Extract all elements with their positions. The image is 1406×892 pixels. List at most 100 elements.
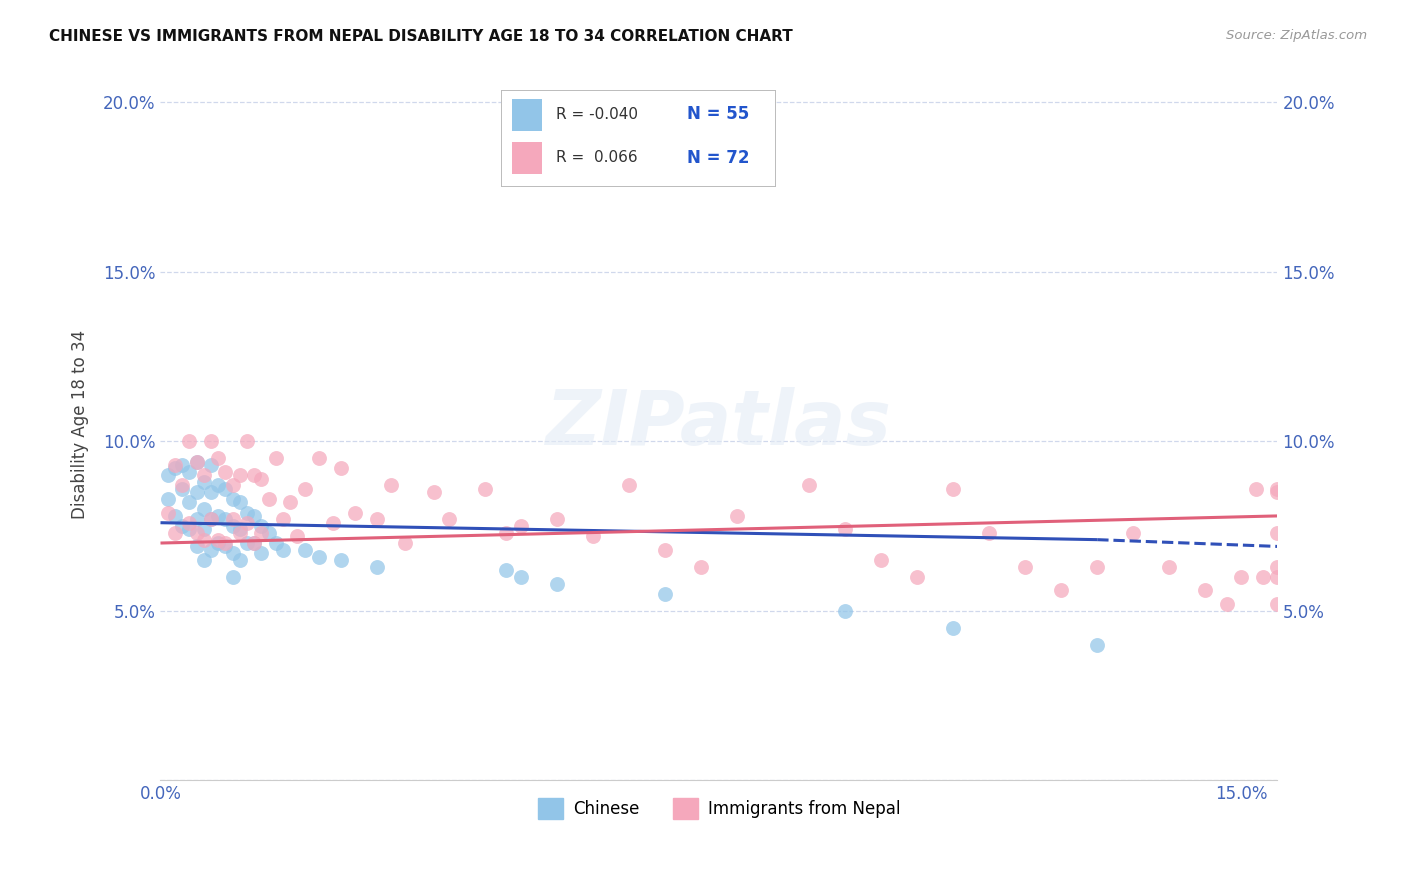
Point — [1267, 570, 1289, 584]
Point — [221, 546, 243, 560]
Point — [509, 570, 531, 584]
Point — [834, 523, 856, 537]
Point — [214, 540, 236, 554]
Point — [207, 478, 229, 492]
Point — [207, 508, 229, 523]
Point — [221, 519, 243, 533]
Point — [1267, 597, 1289, 611]
Point — [495, 525, 517, 540]
Point — [214, 536, 236, 550]
Point — [229, 495, 252, 509]
Point — [193, 502, 215, 516]
Point — [294, 542, 316, 557]
Point — [394, 536, 416, 550]
Point — [236, 516, 259, 530]
Point — [214, 465, 236, 479]
Point — [617, 478, 640, 492]
Point — [243, 468, 266, 483]
Point — [271, 512, 294, 526]
Point — [1267, 559, 1289, 574]
Point — [1216, 597, 1239, 611]
Point — [1251, 570, 1274, 584]
Point — [870, 553, 893, 567]
Point — [229, 468, 252, 483]
Point — [509, 519, 531, 533]
Text: ZIPatlas: ZIPatlas — [546, 387, 891, 461]
Point — [654, 587, 676, 601]
Point — [186, 512, 208, 526]
Point — [193, 523, 215, 537]
Point — [690, 559, 713, 574]
Point — [214, 512, 236, 526]
Point — [380, 478, 402, 492]
Point — [250, 519, 273, 533]
Point — [179, 434, 201, 449]
Point — [329, 553, 352, 567]
Point — [797, 478, 820, 492]
Point — [654, 542, 676, 557]
Point — [271, 542, 294, 557]
Point — [214, 482, 236, 496]
Point — [264, 536, 287, 550]
Point — [200, 512, 222, 526]
Point — [366, 559, 388, 574]
Point — [1014, 559, 1036, 574]
Point — [1267, 525, 1289, 540]
Point — [250, 525, 273, 540]
Point — [725, 508, 748, 523]
Point — [186, 540, 208, 554]
Point — [942, 482, 965, 496]
Y-axis label: Disability Age 18 to 34: Disability Age 18 to 34 — [72, 330, 89, 519]
Point — [294, 482, 316, 496]
Point — [1085, 638, 1108, 652]
Point — [193, 553, 215, 567]
Point — [163, 461, 186, 475]
Point — [366, 512, 388, 526]
Point — [329, 461, 352, 475]
Point — [186, 525, 208, 540]
Point — [243, 536, 266, 550]
Point — [423, 485, 446, 500]
Point — [236, 434, 259, 449]
Point — [1085, 559, 1108, 574]
Point — [236, 536, 259, 550]
Point — [257, 491, 280, 506]
Point — [200, 512, 222, 526]
Point — [474, 482, 496, 496]
Point — [229, 553, 252, 567]
Point — [942, 621, 965, 635]
Point — [179, 465, 201, 479]
Point — [172, 478, 194, 492]
Point — [264, 451, 287, 466]
Point — [834, 604, 856, 618]
Point — [546, 512, 568, 526]
Point — [278, 495, 301, 509]
Point — [221, 512, 243, 526]
Point — [186, 455, 208, 469]
Point — [156, 468, 179, 483]
Point — [200, 542, 222, 557]
Point — [229, 523, 252, 537]
Point — [179, 495, 201, 509]
Point — [221, 570, 243, 584]
Point — [1267, 482, 1289, 496]
Point — [163, 458, 186, 472]
Point — [207, 536, 229, 550]
Point — [322, 516, 344, 530]
Point — [250, 546, 273, 560]
Point — [1267, 485, 1289, 500]
Point — [582, 529, 605, 543]
Point — [200, 434, 222, 449]
Point — [229, 525, 252, 540]
Point — [193, 533, 215, 547]
Point — [905, 570, 928, 584]
Text: CHINESE VS IMMIGRANTS FROM NEPAL DISABILITY AGE 18 TO 34 CORRELATION CHART: CHINESE VS IMMIGRANTS FROM NEPAL DISABIL… — [49, 29, 793, 44]
Point — [287, 529, 309, 543]
Point — [437, 512, 460, 526]
Point — [179, 523, 201, 537]
Point — [221, 491, 243, 506]
Point — [257, 525, 280, 540]
Point — [156, 491, 179, 506]
Point — [186, 485, 208, 500]
Point — [308, 451, 330, 466]
